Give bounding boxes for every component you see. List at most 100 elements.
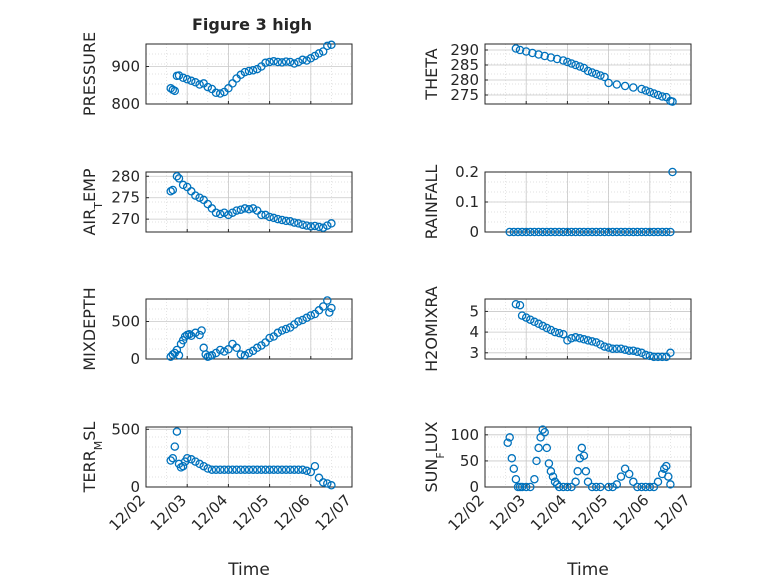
data-point [327, 303, 336, 313]
data-point [310, 461, 320, 471]
data-point [546, 227, 556, 237]
data-point [505, 227, 514, 237]
data-point [567, 59, 576, 68]
data-point [629, 227, 638, 237]
data-point [248, 204, 258, 213]
subplot-sun_flux: 0 50 100SUNFLUX12/0212/0312/0412/0512/0612… [422, 421, 694, 580]
data-point [517, 311, 527, 320]
data-point [170, 86, 180, 96]
data-point [571, 60, 580, 70]
data-point [604, 227, 613, 237]
y-tick-label: 275 [450, 86, 479, 104]
data-point [620, 464, 630, 473]
data-point [236, 465, 246, 474]
data-point [261, 210, 270, 220]
data-point [542, 443, 552, 453]
data-point [637, 482, 646, 492]
data-point [224, 84, 233, 93]
data-point [273, 328, 283, 338]
data-point [596, 227, 605, 237]
data-point [577, 443, 587, 453]
data-point [550, 477, 560, 487]
data-point [318, 302, 328, 311]
subplot-rainfall: 0 0.1 0.2 RAINFALL [422, 163, 692, 241]
data-point [620, 81, 630, 91]
data-point [327, 219, 336, 228]
data-point [559, 329, 568, 339]
x-tick-label: 12/03 [486, 491, 529, 534]
data-point [252, 343, 262, 353]
data-point [532, 456, 541, 466]
data-point [281, 324, 291, 334]
data-point [197, 326, 206, 335]
data-point [534, 443, 543, 453]
data-point [215, 465, 225, 474]
data-point [265, 465, 274, 474]
data-point [653, 227, 663, 237]
data-point [507, 454, 517, 463]
x-tick-label: 12/06 [609, 491, 652, 534]
data-point [645, 482, 655, 492]
data-point [649, 89, 659, 98]
data-point [620, 227, 630, 237]
data-point [211, 465, 221, 474]
data-point [612, 227, 622, 237]
data-point [273, 214, 283, 224]
data-point [583, 66, 593, 76]
data-point [244, 205, 254, 214]
data-point [645, 87, 655, 97]
data-point [203, 464, 213, 473]
data-point [220, 465, 229, 474]
data-point [659, 464, 669, 473]
data-point [277, 326, 287, 335]
y-tick-label: 285 [450, 56, 479, 74]
data-point [637, 84, 646, 94]
x-tick-label: 12/05 [568, 491, 611, 534]
data-point [581, 467, 591, 476]
data-point [281, 465, 291, 474]
data-point [240, 465, 250, 474]
data-point [604, 482, 613, 492]
figure-title: Figure 3 high [192, 15, 312, 34]
data-point [591, 69, 601, 79]
data-point [201, 350, 210, 359]
data-point [544, 459, 554, 468]
data-point [281, 216, 291, 226]
data-point [637, 348, 646, 358]
y-axis-label: TERRMSL [80, 422, 105, 494]
data-point [277, 58, 287, 67]
data-point [166, 187, 175, 196]
data-point [583, 227, 593, 237]
data-point [645, 227, 655, 237]
data-point [248, 66, 258, 75]
x-tick-label: 12/06 [270, 491, 313, 534]
data-point [240, 204, 250, 213]
data-point [528, 48, 537, 58]
data-point [228, 465, 237, 474]
data-point [207, 465, 217, 474]
data-point [224, 465, 233, 474]
data-point [600, 342, 609, 351]
data-point [310, 221, 320, 231]
data-point [182, 75, 192, 84]
data-point [257, 465, 266, 474]
y-tick-label: 0.2 [455, 163, 479, 181]
data-point [600, 227, 609, 237]
data-point [521, 47, 531, 56]
data-point [641, 482, 650, 492]
data-point [546, 467, 556, 476]
y-tick-label: 0 [130, 350, 140, 368]
data-point [314, 49, 324, 58]
x-tick-label: 12/04 [188, 491, 231, 534]
data-point [573, 467, 582, 476]
data-point [174, 174, 184, 183]
data-point [645, 351, 655, 361]
data-point [657, 352, 667, 362]
data-point [550, 327, 560, 337]
data-point [567, 482, 576, 492]
data-point [265, 57, 274, 67]
data-point [318, 47, 328, 56]
data-point [244, 465, 254, 474]
data-point [306, 467, 316, 477]
